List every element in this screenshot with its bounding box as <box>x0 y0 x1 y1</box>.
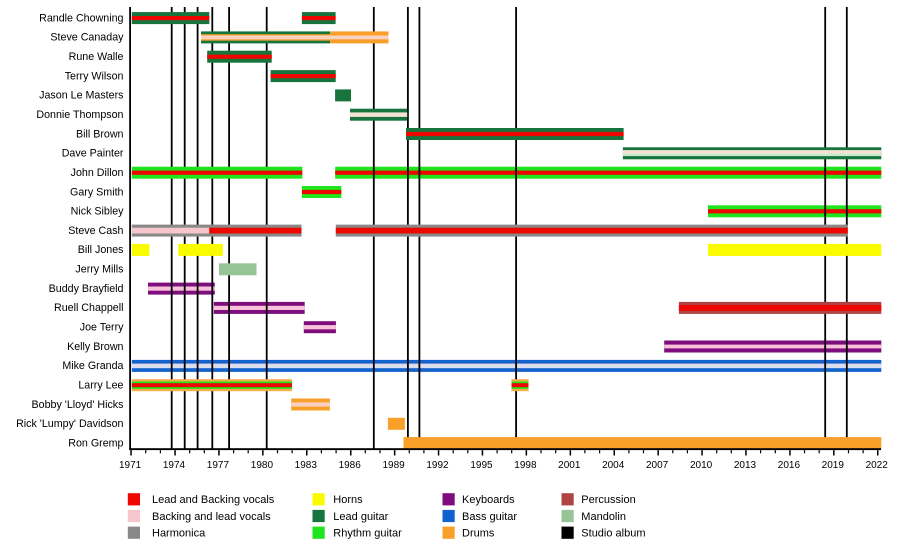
svg-text:John Dillon: John Dillon <box>71 167 124 179</box>
svg-text:2010: 2010 <box>690 460 713 471</box>
svg-text:Harmonica: Harmonica <box>152 528 206 540</box>
svg-text:2022: 2022 <box>866 460 889 471</box>
svg-text:2013: 2013 <box>734 460 757 471</box>
svg-text:Rhythm guitar: Rhythm guitar <box>333 528 402 540</box>
svg-text:Kelly Brown: Kelly Brown <box>67 341 123 353</box>
svg-text:Larry Lee: Larry Lee <box>78 380 123 392</box>
svg-text:Bill Jones: Bill Jones <box>78 244 124 256</box>
svg-text:1983: 1983 <box>295 460 318 471</box>
svg-text:1977: 1977 <box>207 460 230 471</box>
svg-text:Steve Cash: Steve Cash <box>68 225 123 237</box>
svg-text:Terry Wilson: Terry Wilson <box>65 70 124 82</box>
svg-text:Joe Terry: Joe Terry <box>80 322 124 334</box>
svg-text:1995: 1995 <box>470 460 493 471</box>
svg-text:Mike Granda: Mike Granda <box>62 360 123 372</box>
svg-text:1974: 1974 <box>163 460 186 471</box>
svg-text:Bass guitar: Bass guitar <box>462 511 517 523</box>
svg-text:Randle Chowning: Randle Chowning <box>39 12 123 24</box>
svg-text:Steve Canaday: Steve Canaday <box>50 32 124 44</box>
svg-text:1998: 1998 <box>514 460 537 471</box>
svg-text:Horns: Horns <box>333 494 363 506</box>
svg-text:2001: 2001 <box>558 460 581 471</box>
svg-text:Percussion: Percussion <box>581 494 635 506</box>
svg-text:Jerry Mills: Jerry Mills <box>75 264 123 276</box>
svg-text:2004: 2004 <box>602 460 625 471</box>
svg-text:Nick Sibley: Nick Sibley <box>71 206 125 218</box>
svg-text:Ruell Chappell: Ruell Chappell <box>54 302 124 314</box>
svg-text:Donnie Thompson: Donnie Thompson <box>36 109 123 121</box>
svg-text:Buddy Brayfield: Buddy Brayfield <box>49 283 124 295</box>
svg-text:1989: 1989 <box>382 460 405 471</box>
svg-text:Gary Smith: Gary Smith <box>70 186 124 198</box>
svg-text:Jason Le Masters: Jason Le Masters <box>39 90 123 102</box>
svg-text:Rune Walle: Rune Walle <box>69 51 124 63</box>
svg-text:2016: 2016 <box>778 460 801 471</box>
svg-text:Backing and lead vocals: Backing and lead vocals <box>152 511 271 523</box>
svg-text:Keyboards: Keyboards <box>462 494 515 506</box>
svg-text:Lead guitar: Lead guitar <box>333 511 388 523</box>
svg-text:Rick 'Lumpy' Davidson: Rick 'Lumpy' Davidson <box>16 418 123 430</box>
svg-text:1980: 1980 <box>251 460 274 471</box>
svg-text:Mandolin: Mandolin <box>581 511 626 523</box>
svg-text:Bill Brown: Bill Brown <box>76 128 124 140</box>
svg-text:Dave Painter: Dave Painter <box>62 148 124 160</box>
svg-text:2019: 2019 <box>822 460 845 471</box>
svg-text:Ron Gremp: Ron Gremp <box>68 437 123 449</box>
svg-text:2007: 2007 <box>646 460 669 471</box>
svg-text:1986: 1986 <box>339 460 362 471</box>
svg-text:Drums: Drums <box>462 528 495 540</box>
svg-text:Bobby 'Lloyd' Hicks: Bobby 'Lloyd' Hicks <box>32 399 124 411</box>
svg-text:Lead and Backing vocals: Lead and Backing vocals <box>152 494 275 506</box>
svg-text:1992: 1992 <box>426 460 449 471</box>
svg-text:1971: 1971 <box>119 460 142 471</box>
svg-text:Studio album: Studio album <box>581 528 645 540</box>
